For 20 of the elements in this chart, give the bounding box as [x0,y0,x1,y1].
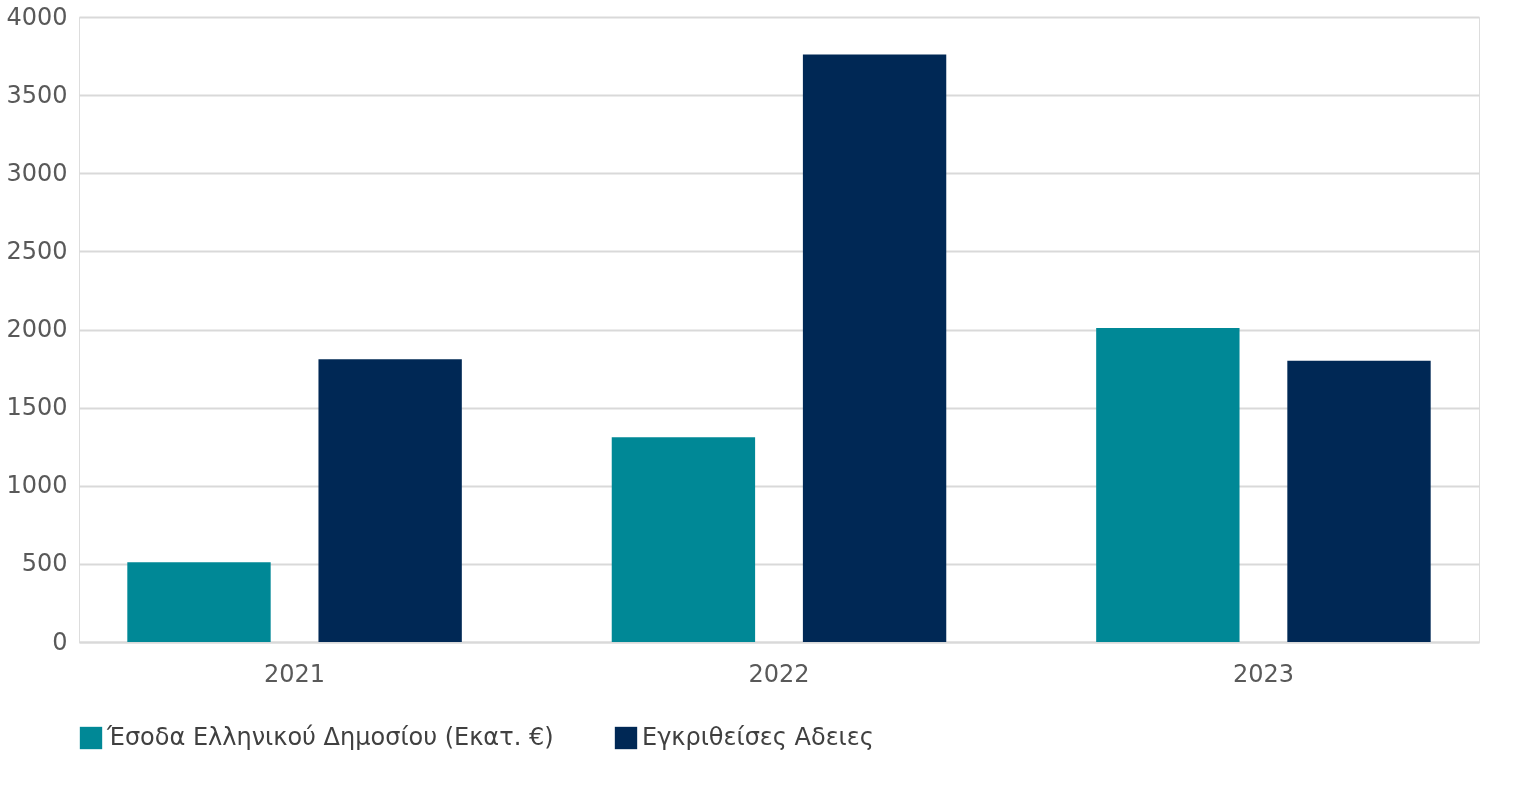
y-tick-label: 3000 [6,158,68,187]
y-tick-label: 2000 [6,315,68,343]
y-tick-label: 3500 [6,80,68,109]
y-tick-label: 2500 [6,236,68,265]
y-tick-label: 1500 [6,393,68,422]
y-tick-label: 0 [52,627,68,656]
y-tick-label: 4000 [6,2,68,31]
legend-label: Εγκριθείσες Αδειες [642,723,874,751]
bar [611,437,756,642]
legend-label: Έσοδα Ελληνικού Δημοσίου (Εκατ. €) [106,723,554,751]
x-tick-label: 2021 [264,659,326,688]
x-tick-label: 2023 [1232,659,1294,688]
y-tick-label: 1000 [6,471,68,500]
bar [802,54,947,642]
bar [318,359,462,642]
bar [127,562,271,642]
bar [1096,327,1240,642]
y-tick-label: 500 [21,549,68,578]
x-tick-label: 2022 [748,659,810,688]
bar [1287,360,1431,642]
